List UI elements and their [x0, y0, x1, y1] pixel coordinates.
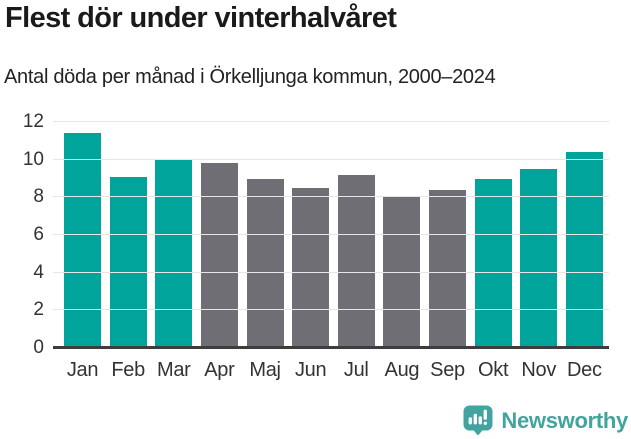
bar-nov	[520, 169, 558, 348]
x-label-nov: Nov	[521, 359, 557, 381]
gridline-y-6	[53, 234, 609, 235]
brand-footer: Newsworthy	[463, 405, 628, 436]
bar-series	[53, 122, 609, 348]
y-tick-label-4: 4	[33, 261, 44, 283]
y-tick-label-10: 10	[22, 148, 44, 170]
y-tick-label-6: 6	[33, 224, 44, 245]
brand-name: Newsworthy	[501, 407, 628, 433]
bar-jun	[292, 187, 330, 348]
gridline-y-12	[53, 121, 609, 122]
bar-sep	[429, 189, 466, 348]
gridline-y-10	[53, 158, 609, 160]
x-axis-line	[53, 346, 609, 349]
x-label-jul: Jul	[343, 359, 369, 381]
chart-subtitle: Antal döda per månad i Örkelljunga kommu…	[4, 66, 496, 88]
x-label-maj: Maj	[249, 359, 281, 381]
x-label-feb: Feb	[111, 359, 145, 381]
chart-title: Flest dör under vinterhalvåret	[5, 2, 397, 34]
x-axis-labels: Jan Feb Mar Apr Maj Jun Jul Aug Sep Okt Nov Dec	[53, 359, 609, 382]
gridline-y-8	[53, 196, 609, 198]
gridline-y-2	[53, 309, 609, 311]
bar-apr	[200, 163, 238, 348]
x-label-sep: Sep	[430, 359, 465, 381]
bar-dec	[565, 152, 603, 348]
y-tick-label-2: 2	[33, 299, 44, 321]
x-label-jan: Jan	[66, 359, 99, 381]
bar-chart-plot-area: Jan Feb Mar Apr Maj Jun Jul Aug Sep Okt Nov Dec 0 2 4…	[23, 111, 609, 381]
y-tick-label-12: 12	[22, 111, 44, 132]
x-label-okt: Okt	[478, 359, 509, 381]
bar-maj	[246, 178, 284, 348]
x-label-mar: Mar	[156, 359, 191, 381]
bar-feb	[109, 176, 147, 348]
newsworthy-logo-icon	[463, 405, 493, 436]
x-label-apr: Apr	[204, 359, 235, 381]
y-tick-label-8: 8	[33, 186, 44, 208]
bar-okt	[474, 178, 512, 348]
bar-jul	[337, 174, 375, 348]
bar-jan	[64, 133, 101, 348]
bar-mar	[155, 159, 193, 348]
x-label-jun: Jun	[294, 359, 327, 381]
gridline-y-4	[53, 271, 609, 273]
x-label-aug: Aug	[384, 359, 420, 381]
x-label-dec: Dec	[567, 359, 602, 381]
y-tick-label-0: 0	[33, 337, 44, 358]
